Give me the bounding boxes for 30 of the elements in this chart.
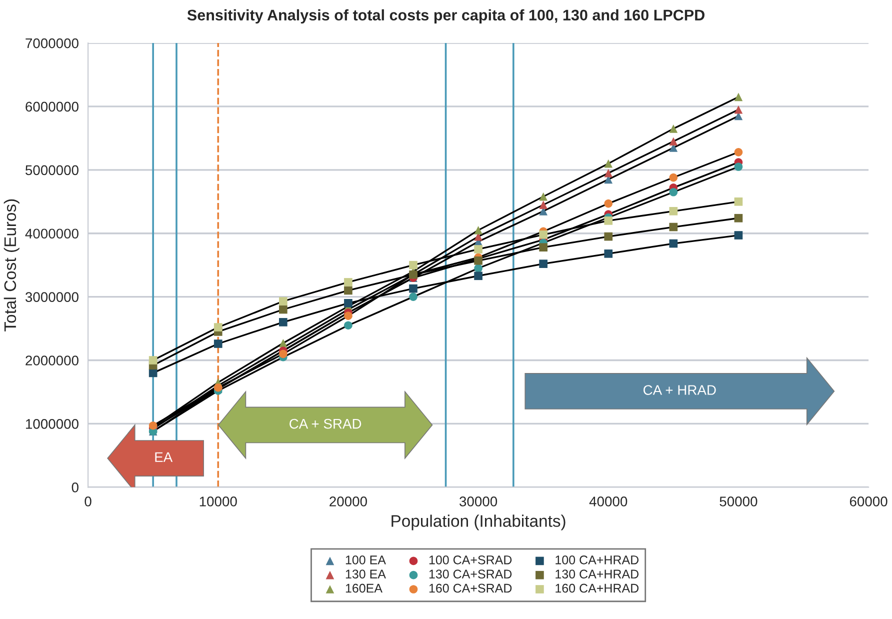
y-tick-label: 5000000: [26, 165, 78, 176]
legend-label: 130 CA+SRAD: [429, 570, 512, 579]
y-tick-label: 3000000: [25, 292, 78, 302]
x-axis-title: Population (Inhabitants): [392, 514, 566, 530]
y-tick-label: 0: [72, 482, 78, 492]
x-tick-label: 10000: [200, 496, 237, 506]
x-tick-label: 50000: [720, 496, 758, 506]
y-tick-label: 7000000: [26, 38, 78, 48]
legend-label: 160EA: [346, 584, 382, 593]
legend-label: 130 CA+HRAD: [556, 570, 639, 579]
y-tick-label: 6000000: [26, 102, 78, 112]
legend-label: 160 CA+HRAD: [556, 584, 639, 593]
y-tick-label: 2000000: [26, 356, 78, 366]
y-tick-label: 4000000: [25, 228, 78, 239]
annotation: CA + HRAD: [644, 385, 716, 395]
chart-title: Sensitivity Analysis of total costs per capita of 100, 130 and 160 LPCPD: [187, 9, 704, 24]
legend-label: 100 CA+SRAD: [429, 556, 512, 564]
x-tick-label: 60000: [850, 496, 888, 506]
annotation: EA: [155, 452, 173, 462]
y-axis-title: Total Cost (Euros): [4, 199, 20, 332]
legend-label: 100 EA: [346, 556, 386, 564]
annotation: CA + SRAD: [290, 418, 362, 429]
legend-label: 160 CA+SRAD: [429, 584, 512, 593]
x-tick-label: 20000: [330, 496, 367, 506]
x-tick-label: 30000: [460, 496, 498, 506]
legend-label: 100 CA+HRAD: [556, 556, 639, 564]
y-tick-label: 1000000: [26, 419, 78, 429]
x-tick-label: 0: [84, 496, 92, 506]
x-tick-label: 40000: [589, 496, 628, 506]
legend-label: 130 EA: [346, 570, 386, 579]
